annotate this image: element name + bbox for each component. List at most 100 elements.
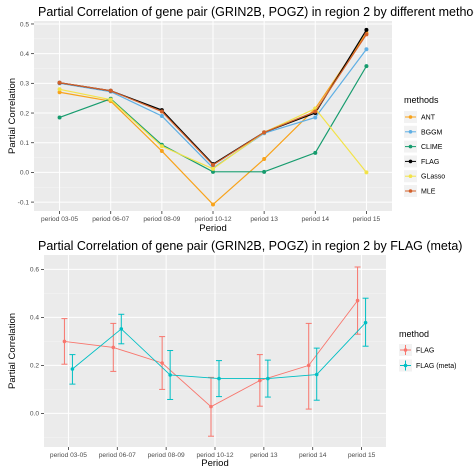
legend-key-point bbox=[408, 189, 413, 193]
x-tick-label: period 06-07 bbox=[99, 452, 136, 459]
series-flag-meta bbox=[69, 297, 369, 401]
y-tick-label: 0.6 bbox=[30, 267, 39, 274]
data-point bbox=[119, 327, 124, 331]
legend-title: method bbox=[399, 329, 429, 339]
legend: method FLAG FLAG (meta) bbox=[399, 329, 456, 372]
legend-item: MLE bbox=[404, 185, 436, 197]
y-tick-label: 0.4 bbox=[20, 51, 29, 58]
legend-label: ANT bbox=[421, 115, 436, 122]
data-point bbox=[62, 339, 67, 344]
x-tick-label: period 08-09 bbox=[148, 452, 185, 459]
legend-item: BGGM bbox=[404, 125, 443, 138]
data-point bbox=[217, 376, 221, 381]
data-point bbox=[313, 109, 318, 114]
data-point bbox=[262, 157, 267, 162]
x-tick-label: period 15 bbox=[348, 452, 376, 459]
y-tick-label: -0.1 bbox=[18, 199, 30, 206]
legend-label: CLIME bbox=[421, 144, 443, 151]
data-point bbox=[159, 144, 164, 149]
data-point bbox=[364, 32, 369, 37]
y-tick-label: 0.1 bbox=[20, 140, 29, 147]
y-axis-title: Partial Correlation bbox=[7, 78, 18, 154]
x-axis-title: Period bbox=[199, 223, 226, 234]
series-flag bbox=[61, 266, 361, 437]
y-tick-label: 0.0 bbox=[30, 411, 39, 418]
data-point bbox=[159, 149, 164, 154]
y-tick-label: 0.2 bbox=[30, 363, 39, 370]
x-axis-title: Period bbox=[201, 458, 228, 469]
legend-title: methods bbox=[404, 95, 439, 105]
data-point bbox=[313, 150, 318, 155]
data-point bbox=[266, 376, 270, 381]
chart-title: Partial Correlation of gene pair (GRIN2B… bbox=[38, 5, 474, 19]
data-point bbox=[108, 88, 113, 93]
data-point bbox=[211, 162, 215, 167]
x-tick-label: period 10-12 bbox=[194, 216, 231, 223]
data-point bbox=[314, 372, 319, 377]
chart-title: Partial Correlation of gene pair (GRIN2B… bbox=[38, 239, 462, 253]
y-axis-title: Partial Correlation bbox=[7, 313, 18, 389]
legend-item: ANT bbox=[404, 111, 436, 123]
data-point bbox=[363, 320, 368, 325]
legend-key-point bbox=[403, 348, 408, 352]
x-tick-label: period 06-07 bbox=[92, 216, 129, 223]
legend-label: MLE bbox=[421, 189, 436, 196]
legend-label: GLasso bbox=[421, 174, 445, 181]
legend-label: FLAG (meta) bbox=[416, 363, 456, 370]
legend-item: GLasso bbox=[404, 170, 445, 183]
legend-label: BGGM bbox=[421, 129, 443, 136]
x-tick-label: period 14 bbox=[299, 452, 327, 459]
legend-item: CLIME bbox=[404, 140, 443, 153]
x-tick-label: period 15 bbox=[353, 216, 381, 223]
x-tick-label: period 10-12 bbox=[196, 452, 233, 459]
data-point bbox=[209, 404, 213, 409]
data-point bbox=[111, 345, 116, 350]
data-point bbox=[364, 47, 369, 52]
legend-key-point bbox=[403, 363, 408, 368]
legend-key-point bbox=[408, 130, 413, 134]
data-point bbox=[57, 87, 62, 92]
legend-key-point bbox=[408, 115, 413, 119]
y-tick-label: 0.5 bbox=[20, 21, 29, 28]
x-tick-label: period 03-05 bbox=[50, 452, 87, 459]
x-tick-label: period 03-05 bbox=[41, 216, 78, 223]
legend: methods ANT BGGM CLIME FLAG GLasso MLE bbox=[404, 95, 445, 197]
legend-item: FLAG (meta) bbox=[399, 359, 456, 372]
x-tick-label: period 14 bbox=[302, 216, 330, 223]
data-point bbox=[57, 90, 62, 95]
data-point bbox=[364, 27, 369, 32]
legend-key-point bbox=[408, 159, 413, 164]
legend-label: FLAG bbox=[421, 159, 439, 166]
data-point bbox=[108, 97, 113, 102]
data-point bbox=[313, 115, 318, 120]
y-tick-label: 0.3 bbox=[20, 81, 29, 88]
data-point bbox=[57, 80, 62, 85]
legend-key-point bbox=[408, 144, 413, 149]
legend-item: FLAG bbox=[404, 155, 439, 168]
data-point bbox=[355, 298, 360, 303]
data-point bbox=[364, 64, 369, 69]
data-point bbox=[211, 169, 215, 174]
data-point bbox=[160, 361, 164, 365]
x-tick-label: period 08-09 bbox=[143, 216, 180, 223]
data-point bbox=[57, 115, 62, 120]
data-point bbox=[211, 202, 215, 207]
series-mle bbox=[57, 32, 369, 167]
x-tick-label: period 13 bbox=[250, 452, 278, 459]
chart-1: Partial Correlation of gene pair (GRIN2B… bbox=[7, 5, 474, 234]
legend-label: FLAG bbox=[416, 348, 434, 355]
legend-key-point bbox=[408, 174, 413, 178]
data-point bbox=[306, 363, 311, 368]
data-point bbox=[159, 109, 164, 114]
x-tick-label: period 13 bbox=[250, 216, 278, 223]
legend-item: FLAG bbox=[399, 344, 434, 356]
data-point bbox=[262, 130, 267, 135]
y-tick-label: 0.2 bbox=[20, 110, 29, 117]
data-point bbox=[159, 114, 164, 118]
y-tick-label: 0.0 bbox=[20, 170, 29, 177]
data-point bbox=[211, 166, 215, 171]
data-point bbox=[258, 378, 262, 383]
data-point bbox=[364, 170, 369, 175]
data-point bbox=[168, 373, 172, 377]
